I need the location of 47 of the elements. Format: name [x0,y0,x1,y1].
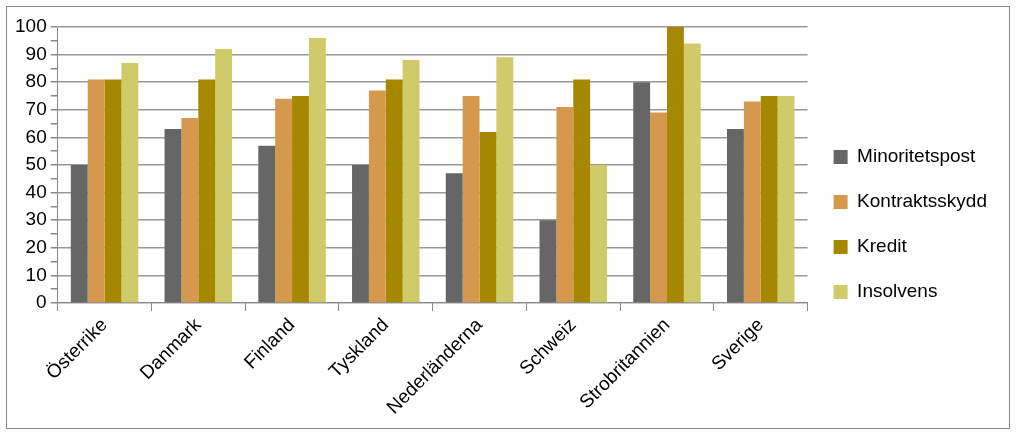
bar [352,165,369,303]
bar [743,101,761,303]
bar [215,49,233,303]
y-tick-label: 100 [15,15,47,37]
bar [368,90,386,303]
bar [385,79,403,303]
y-tick-label: 60 [25,125,47,147]
y-tick-label: 40 [25,180,47,202]
bar [683,43,701,303]
bar [633,82,651,303]
y-tick-label: 50 [25,153,47,175]
y-tick-label: 70 [25,98,47,120]
bar [539,220,557,303]
bar [590,165,608,303]
bar [164,129,182,303]
bar [777,96,795,303]
bar [445,173,463,303]
y-tick-label: 20 [25,236,47,258]
bar [181,118,199,303]
y-tick-label: 0 [36,291,47,313]
legend-label: Kredit [857,235,908,257]
bar [650,112,667,303]
bar [292,96,309,303]
bar [462,96,480,303]
bar [275,98,293,303]
bar [121,62,139,303]
bar [87,79,105,303]
y-tick-label: 90 [25,42,47,64]
bar [402,60,420,303]
bar [308,38,326,303]
bar [479,131,497,303]
bar [760,96,778,303]
bar [496,57,514,303]
bar [667,27,684,303]
bar [573,79,591,303]
legend-label: Insolvens [857,280,938,302]
legend-label: Minoritetspost [857,145,977,167]
bar [258,145,276,303]
bar [70,165,88,303]
legend-label: Kontraktsskydd [857,190,988,212]
bar [556,107,574,303]
y-tick-label: 10 [25,263,47,285]
bar [198,79,216,303]
y-tick-label: 80 [25,70,47,92]
bar [104,79,122,303]
y-tick-label: 30 [25,208,47,230]
bar [726,129,744,303]
